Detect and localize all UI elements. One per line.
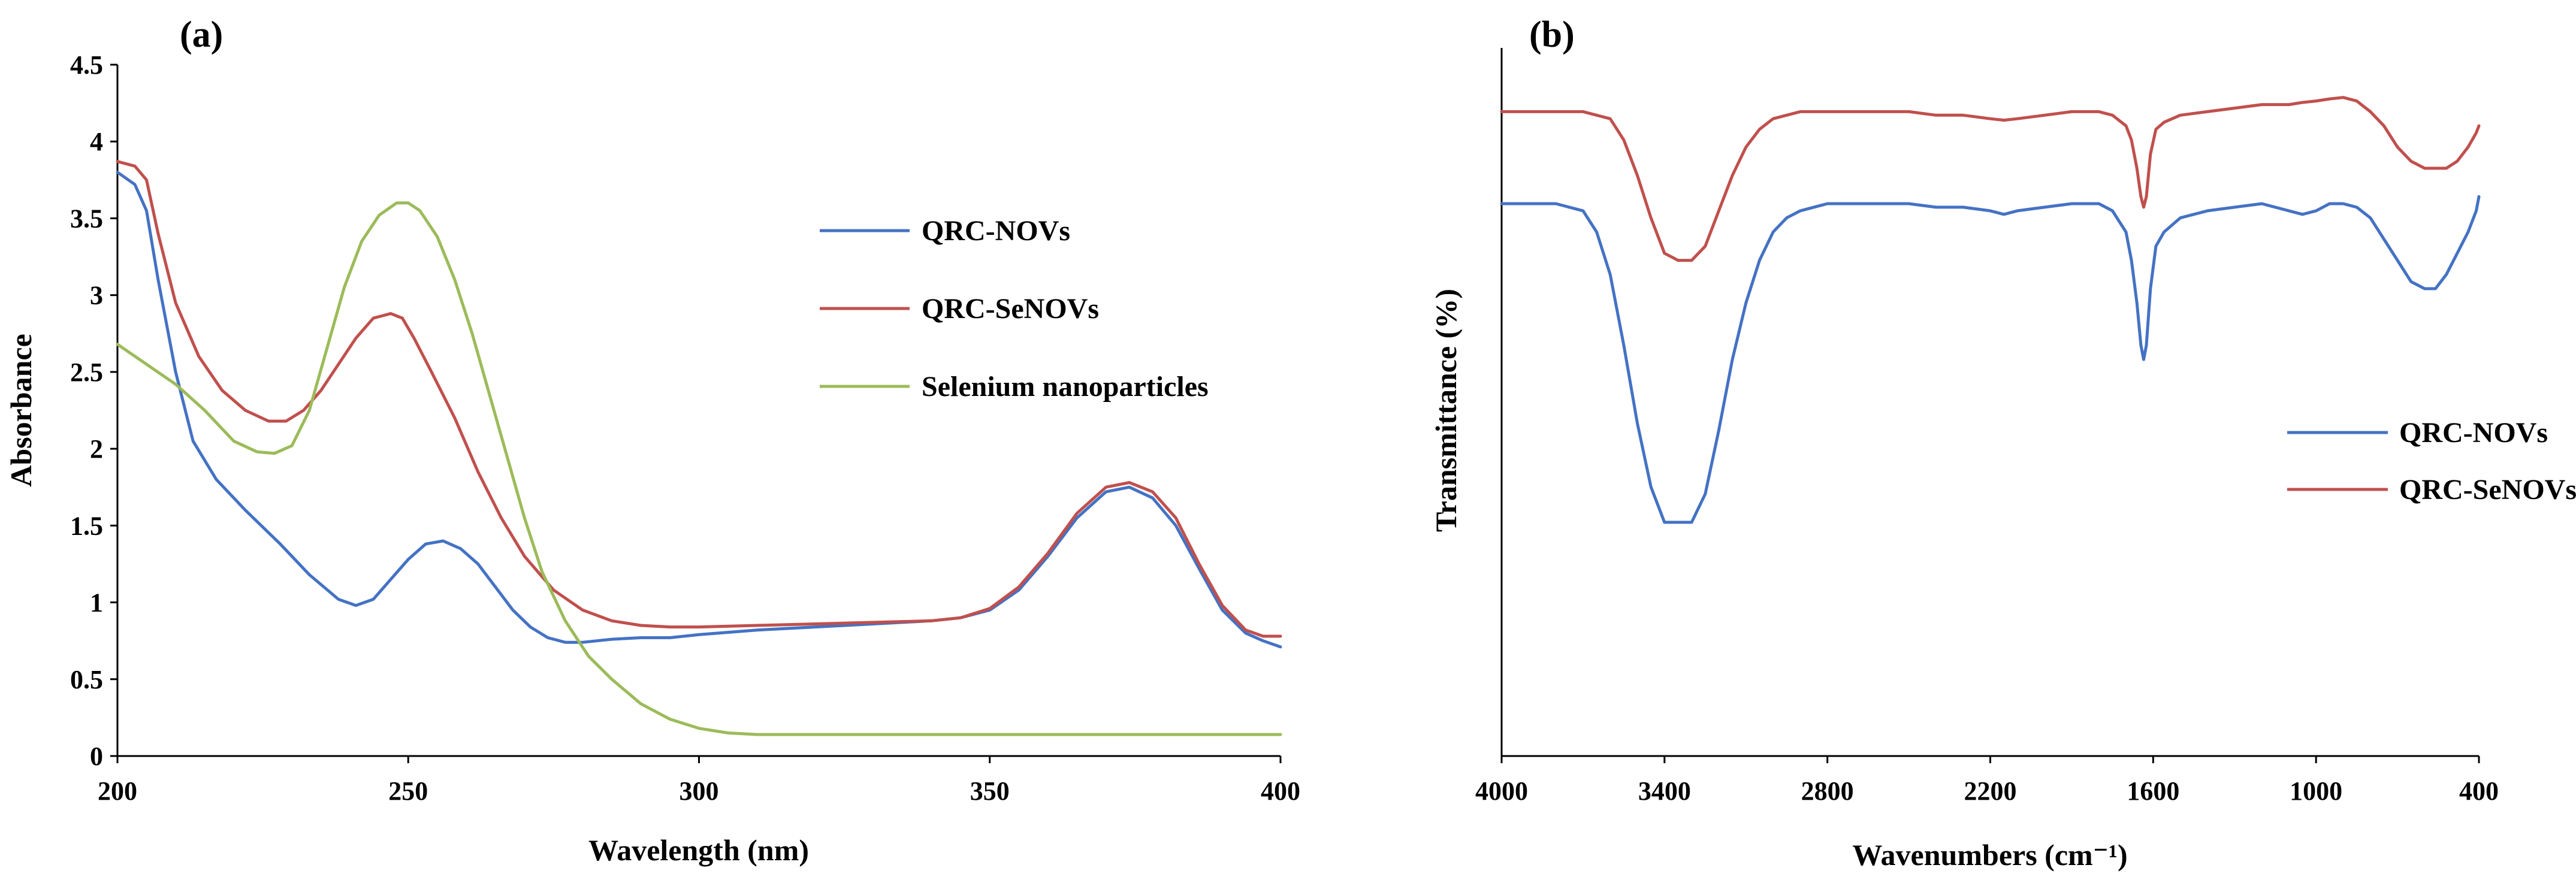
panel-a-y-tick-label: 4.5 bbox=[70, 50, 103, 80]
panel-b-x-tick-label: 4000 bbox=[1475, 776, 1528, 806]
panel-a-y-tick-label: 0.5 bbox=[70, 665, 103, 694]
panel-a-y-tick-label: 2.5 bbox=[70, 358, 103, 387]
panel-a-series-line-selenium-nanoparticles bbox=[116, 201, 1282, 736]
panel-a-y-tick-label: 0 bbox=[90, 742, 103, 771]
panel-b-y-axis-title: Transmittance (%) bbox=[1429, 289, 1463, 532]
panel-a-x-tick-label: 300 bbox=[680, 776, 719, 806]
panel-a-series-line-qrc-senovs bbox=[116, 160, 1282, 638]
panel-a-x-ticks: 200 250 300 350 400 bbox=[98, 756, 1300, 806]
panel-a-x-tick-label: 200 bbox=[98, 776, 137, 806]
panel-b-x-tick-label: 3400 bbox=[1638, 776, 1691, 806]
panel-a-legend-label: QRC-NOVs bbox=[922, 215, 1070, 247]
panel-a-legend: QRC-NOVs QRC-SeNOVs Selenium nanoparticles bbox=[820, 215, 1209, 403]
panel-a-series bbox=[116, 160, 1282, 736]
panel-a-y-tick-label: 1.5 bbox=[70, 511, 103, 540]
panel-a-y-tick-label: 3 bbox=[90, 281, 103, 310]
panel-b-series-line-qrc-senovs bbox=[1500, 96, 2481, 262]
panel-b-x-tick-label: 2200 bbox=[1964, 776, 2017, 806]
panel-b-series-line-qrc-novs bbox=[1500, 195, 2481, 524]
panel-a-series-line-qrc-novs bbox=[116, 171, 1282, 649]
panel-b-series bbox=[1500, 96, 2481, 524]
panel-a-uv-vis-chart: (a) 0 0.5 1 1.5 2 2.5 3 3.5 4 4.5 200 250 300 350 400… bbox=[4, 14, 1300, 867]
panel-b-x-tick-label: 1600 bbox=[2127, 776, 2179, 806]
panel-a-y-tick-label: 2 bbox=[90, 434, 103, 464]
panel-b-legend-label: QRC-SeNOVs bbox=[2399, 474, 2576, 506]
panel-a-y-tick-label: 3.5 bbox=[70, 204, 103, 233]
panel-b-x-tick-label: 2800 bbox=[1801, 776, 1854, 806]
panel-b-ftir-chart: (b) 4000 3400 2800 2200 1600 1000 400 Wavenumb… bbox=[1429, 14, 2576, 872]
panel-b-x-ticks: 4000 3400 2800 2200 1600 1000 400 bbox=[1475, 756, 2499, 806]
panel-a-y-axis-title: Absorbance bbox=[4, 334, 38, 487]
panel-a-x-tick-label: 400 bbox=[1261, 776, 1300, 806]
panel-a-legend-label: Selenium nanoparticles bbox=[922, 371, 1209, 403]
panel-b-label: (b) bbox=[1529, 14, 1575, 55]
panel-a-x-axis-title: Wavelength (nm) bbox=[588, 833, 809, 867]
panel-a-x-tick-label: 250 bbox=[388, 776, 428, 806]
panel-a-y-ticks: 0 0.5 1 1.5 2 2.5 3 3.5 4 4.5 bbox=[70, 50, 117, 771]
panel-b-legend: QRC-NOVs QRC-SeNOVs bbox=[2287, 417, 2576, 506]
panel-a-y-tick-label: 4 bbox=[90, 127, 103, 156]
panel-a-label: (a) bbox=[180, 14, 223, 55]
panel-b-x-tick-label: 400 bbox=[2459, 776, 2499, 806]
panel-a-y-tick-label: 1 bbox=[90, 588, 103, 618]
panel-a-legend-label: QRC-SeNOVs bbox=[922, 293, 1099, 325]
panel-b-x-axis-title: Wavenumbers (cm⁻¹) bbox=[1852, 838, 2127, 872]
panel-a-x-tick-label: 350 bbox=[970, 776, 1010, 806]
panel-b-x-tick-label: 1000 bbox=[2290, 776, 2342, 806]
panel-b-legend-label: QRC-NOVs bbox=[2399, 417, 2548, 449]
